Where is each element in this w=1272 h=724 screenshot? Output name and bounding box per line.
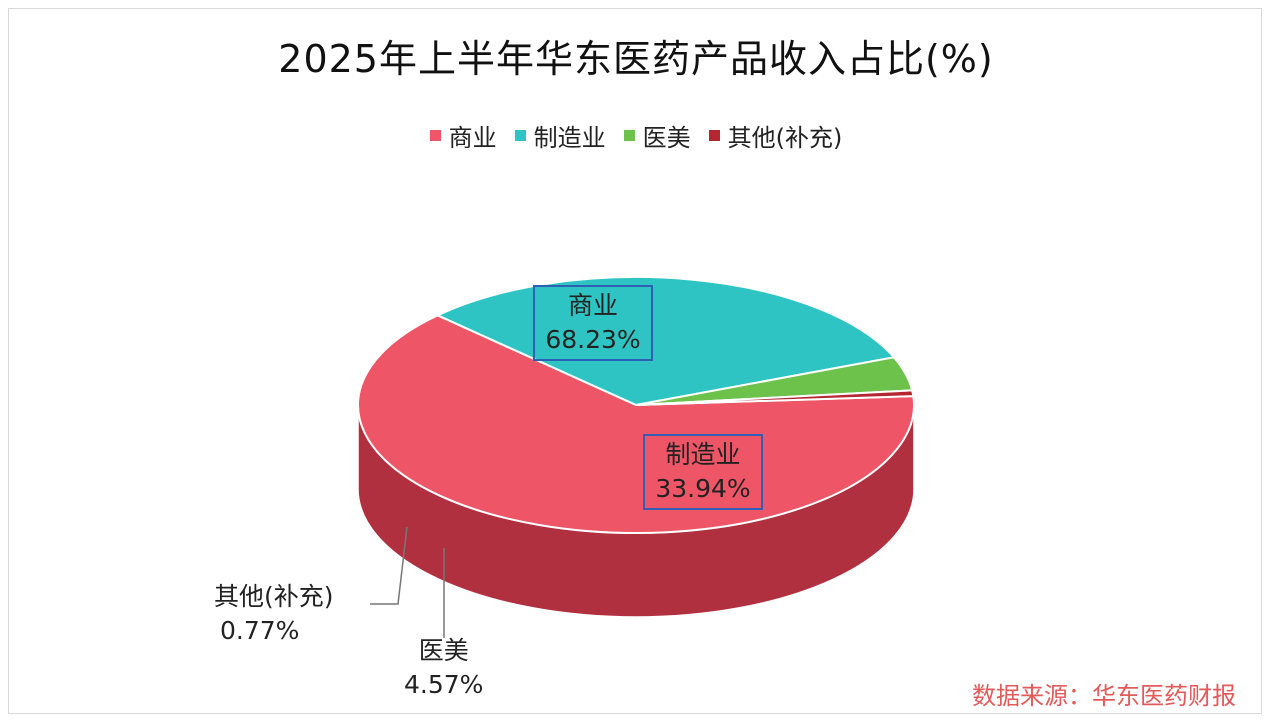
legend-swatch-other [708, 130, 720, 141]
legend-item-commerce: 商业 [429, 118, 497, 153]
slice-label-commerce-value: 68.23% [545, 325, 641, 354]
pie-slice-commerce [357, 314, 915, 534]
legend-label-other: 其他(补充) [727, 124, 843, 152]
slice-label-aesthetics-name: 医美 [418, 636, 469, 665]
slice-label-other-name: 其他(补充) [214, 582, 334, 611]
leader-line-other [370, 526, 408, 605]
slice-label-manufacturing: 制造业 33.94% [643, 434, 763, 510]
slice-label-commerce-name: 商业 [567, 291, 618, 320]
slice-label-aesthetics-value: 4.57% [404, 670, 484, 699]
chart-title: 2025年上半年华东医药产品收入占比(%) [278, 37, 994, 81]
slice-label-aesthetics: 医美 4.57% [404, 634, 483, 702]
legend-item-manufacturing: 制造业 [514, 118, 606, 153]
legend-item-aesthetics: 医美 [623, 118, 691, 153]
chart-legend: 商业 制造业 医美 其他(补充) [0, 118, 1272, 153]
leader-lines [370, 526, 445, 638]
legend-label-commerce: 商业 [448, 124, 497, 152]
legend-item-other: 其他(补充) [708, 118, 843, 153]
pie-slice-other [635, 389, 915, 406]
slice-label-manufacturing-name: 制造业 [665, 440, 741, 469]
legend-label-aesthetics: 医美 [642, 124, 691, 152]
legend-label-manufacturing: 制造业 [533, 124, 606, 152]
legend-swatch-commerce [429, 130, 441, 141]
slice-label-commerce: 商业 68.23% [533, 285, 653, 361]
data-source-note: 数据来源：华东医药财报 [972, 682, 1236, 710]
slice-label-other: 其他(补充) 0.77% [214, 580, 334, 648]
pie-tops [357, 276, 915, 534]
legend-swatch-aesthetics [623, 130, 635, 141]
pie-slice-manufacturing [435, 276, 896, 407]
legend-swatch-manufacturing [514, 130, 526, 141]
slice-label-manufacturing-value: 33.94% [655, 474, 751, 503]
slice-label-other-value: 0.77% [220, 616, 300, 645]
